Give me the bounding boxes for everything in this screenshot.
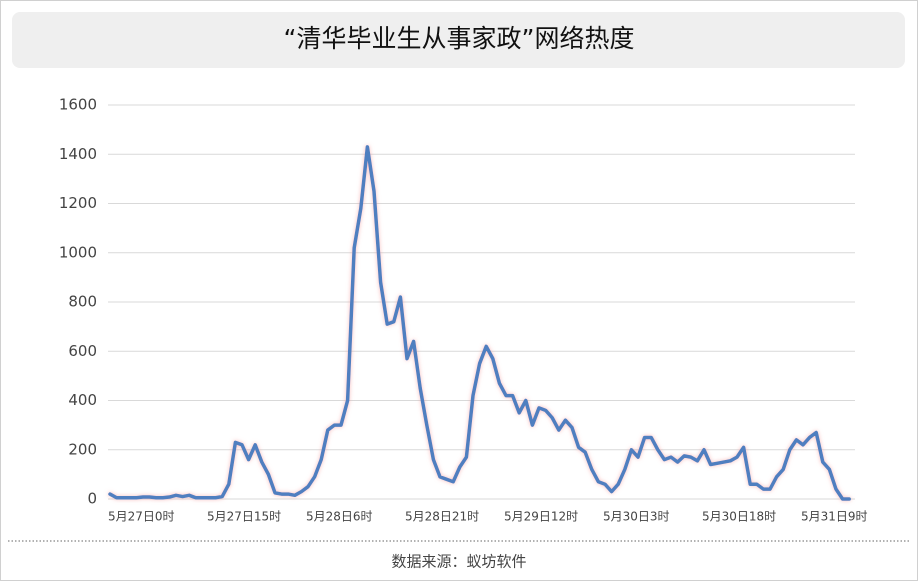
x-tick-label: 5月29日12时 bbox=[504, 510, 578, 524]
x-tick-label: 5月27日15时 bbox=[207, 510, 281, 524]
x-tick-label: 5月27日0时 bbox=[108, 510, 175, 524]
line bbox=[108, 145, 851, 501]
y-tick-label: 1400 bbox=[59, 145, 97, 163]
source: 数据来源：蚁坊软件 bbox=[391, 553, 526, 571]
x-tick-label: 5月28日21时 bbox=[405, 510, 479, 524]
title-box bbox=[12, 12, 905, 68]
chart-title: “清华毕业生从事家政”网络热度 bbox=[284, 24, 635, 53]
y-tick-label: 200 bbox=[68, 440, 97, 458]
y-tick-label: 1200 bbox=[59, 194, 97, 212]
x-tick-label: 5月30日3时 bbox=[603, 510, 670, 524]
y-tick-label: 600 bbox=[68, 342, 97, 360]
y-tick-label: 800 bbox=[68, 293, 97, 311]
y-tick-label: 1000 bbox=[59, 243, 97, 261]
x-tick-label: 5月30日18时 bbox=[702, 510, 776, 524]
x-tick-label: 5月31日9时 bbox=[801, 510, 868, 524]
y-tick-label: 1600 bbox=[59, 96, 97, 114]
x-tick-label: 5月28日6时 bbox=[306, 510, 373, 524]
y-tick-label: 0 bbox=[87, 490, 97, 508]
y-tick-label: 400 bbox=[68, 391, 97, 409]
